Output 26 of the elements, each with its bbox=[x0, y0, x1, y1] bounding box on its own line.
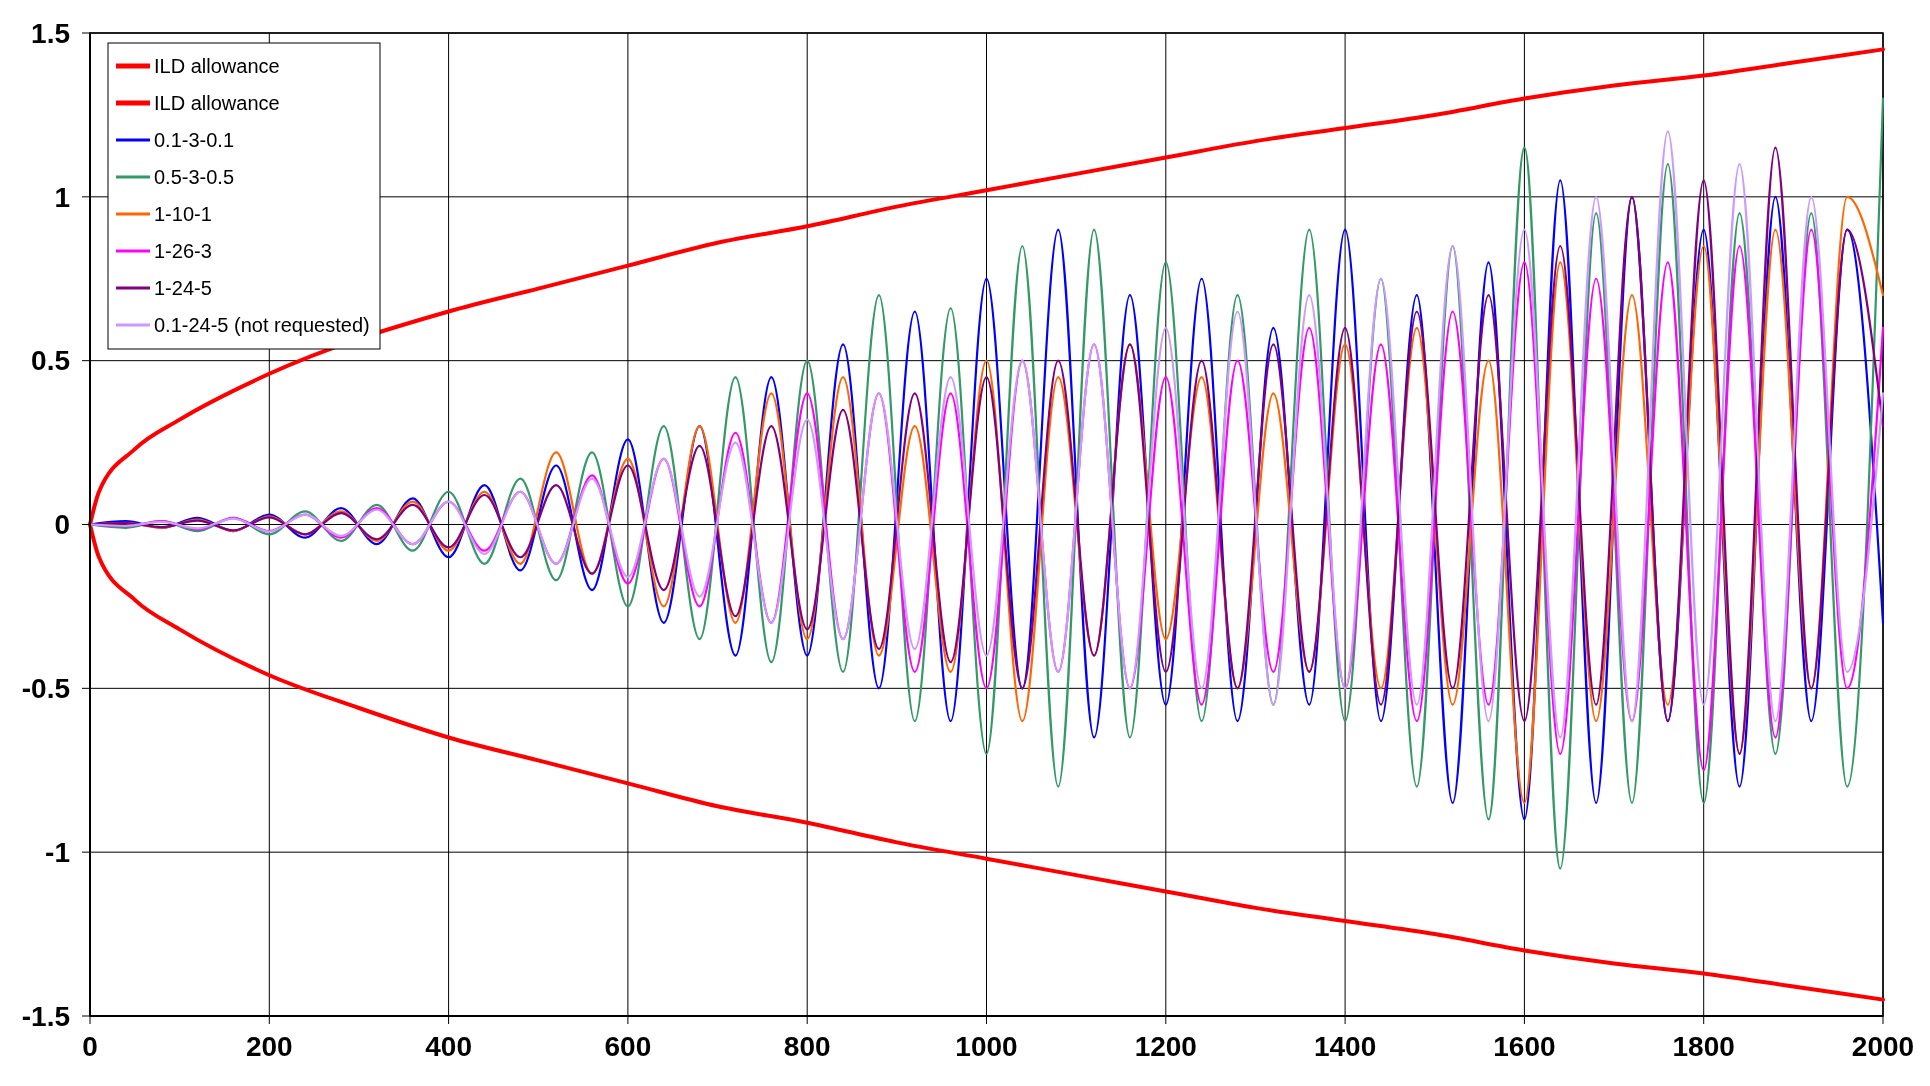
x-tick-label: 400 bbox=[425, 1031, 472, 1062]
legend-label: 0.1-3-0.1 bbox=[154, 129, 235, 151]
x-tick-label: 1600 bbox=[1493, 1031, 1556, 1062]
x-tick-label: 1000 bbox=[955, 1031, 1018, 1062]
y-tick-label: 0.5 bbox=[31, 345, 70, 377]
x-tick-label: 1800 bbox=[1672, 1031, 1735, 1062]
y-tick-label: 0 bbox=[54, 509, 70, 541]
x-tick-label: 800 bbox=[783, 1031, 831, 1062]
legend-label: ILD allowance bbox=[154, 92, 280, 114]
legend-label: ILD allowance bbox=[154, 55, 280, 77]
x-tick-label: 1200 bbox=[1134, 1031, 1197, 1062]
x-tick-label: 200 bbox=[245, 1031, 293, 1062]
x-tick-label: 1400 bbox=[1313, 1031, 1377, 1062]
legend-label: 1-24-5 bbox=[154, 277, 212, 299]
y-tick-label: -0.5 bbox=[21, 673, 70, 705]
legend-label: 0.5-3-0.5 bbox=[154, 166, 235, 188]
legend-label: 0.1-24-5 (not requested) bbox=[154, 314, 370, 336]
y-tick-label: -1.5 bbox=[21, 1000, 70, 1032]
y-tick-label: 1 bbox=[54, 181, 70, 213]
legend-label: 1-10-1 bbox=[154, 203, 212, 225]
x-tick-label: 600 bbox=[604, 1031, 652, 1062]
legend-label: 1-26-3 bbox=[154, 240, 212, 262]
y-tick-label: 1.5 bbox=[31, 17, 70, 49]
y-tick-label: -1 bbox=[45, 836, 70, 868]
x-tick-label: 2000 bbox=[1851, 1031, 1915, 1062]
x-tick-label: 0 bbox=[82, 1031, 98, 1062]
